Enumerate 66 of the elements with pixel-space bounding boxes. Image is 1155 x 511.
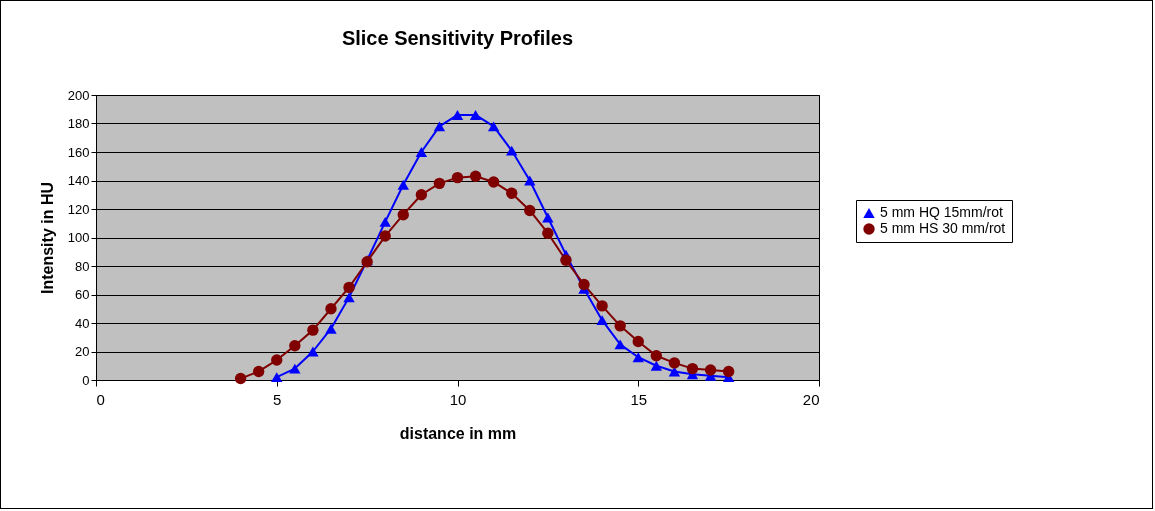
point [596, 300, 608, 312]
point [433, 177, 446, 190]
y-tick-label: 120 [67, 201, 90, 217]
point [451, 171, 464, 184]
y-tick-label: 0 [82, 372, 90, 388]
y-axis-title: Intensity in HU [38, 181, 56, 295]
legend-label: 5 mm HQ 15mm/rot [880, 204, 1004, 220]
point [542, 212, 554, 223]
point [506, 187, 518, 200]
point [487, 121, 500, 132]
y-tick-label: 80 [75, 258, 90, 274]
point [614, 339, 626, 350]
point [650, 360, 663, 371]
x-tick-label: 0 [96, 390, 105, 408]
point [451, 110, 464, 120]
point [252, 365, 265, 378]
point [289, 363, 301, 374]
point [632, 352, 644, 363]
point [433, 121, 446, 132]
y-tick-label: 20 [75, 344, 90, 359]
point [343, 292, 355, 303]
point [397, 179, 409, 190]
point [343, 281, 355, 294]
legend-label: 5 mm HS 30 mm/rot [880, 220, 1006, 236]
point [271, 372, 283, 383]
y-tick-label: 100 [67, 230, 90, 245]
point [469, 110, 482, 120]
y-tick-label: 180 [67, 116, 90, 131]
y-tick-label: 140 [67, 173, 90, 188]
chart-title: Slice Sensitivity Profiles [341, 27, 574, 49]
point [614, 320, 626, 332]
point [397, 209, 409, 221]
point [560, 254, 572, 266]
point [596, 315, 608, 326]
x-tick-label: 5 [273, 390, 282, 408]
point [289, 340, 301, 352]
point [325, 323, 337, 334]
point [506, 145, 518, 156]
y-tick-label: 60 [75, 287, 90, 302]
y-tick-label: 160 [67, 144, 90, 160]
point [415, 147, 428, 157]
x-tick-label: 10 [449, 390, 467, 408]
point [379, 230, 391, 242]
point [704, 364, 717, 376]
point [524, 204, 536, 217]
y-tick-label: 40 [75, 315, 90, 331]
point [307, 346, 319, 357]
point [469, 170, 482, 182]
point [487, 176, 500, 188]
x-tick-label: 20 [802, 390, 820, 408]
point [415, 189, 428, 201]
point [325, 303, 337, 315]
point [271, 354, 283, 366]
y-tick-label: 200 [67, 87, 90, 103]
x-axis-title: distance in mm [399, 424, 517, 442]
point [578, 278, 590, 291]
point [668, 357, 681, 369]
point [632, 335, 644, 348]
point [686, 362, 699, 375]
point [307, 324, 319, 336]
point [542, 227, 554, 239]
point [650, 350, 663, 362]
point [722, 365, 735, 378]
point [379, 216, 391, 227]
point [234, 372, 247, 385]
x-tick-label: 15 [630, 390, 648, 408]
